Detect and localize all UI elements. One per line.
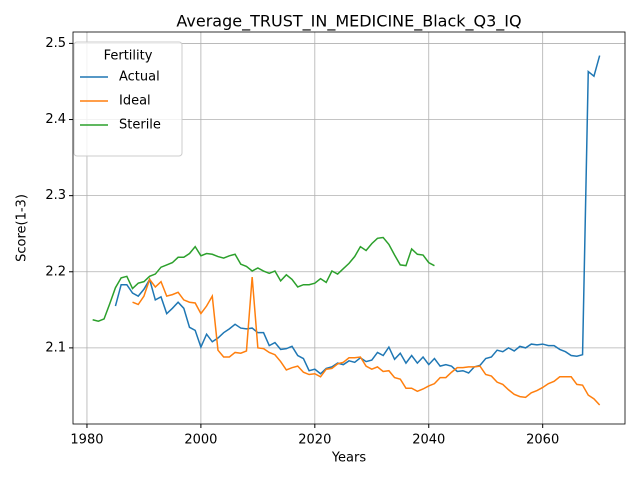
y-tick-label: 2.5 xyxy=(45,36,66,51)
legend-label: Actual xyxy=(119,70,160,85)
legend-box xyxy=(73,41,183,157)
line-series xyxy=(132,277,601,406)
legend-label: Sterile xyxy=(119,118,161,133)
line-series xyxy=(114,55,601,375)
y-tick-label: 2.1 xyxy=(45,340,66,355)
line-series xyxy=(92,236,435,323)
chart-title: Average_TRUST_IN_MEDICINE_Black_Q3_IQ xyxy=(176,12,521,32)
y-tick-label: 2.2 xyxy=(45,264,66,279)
y-tick-label: 2.3 xyxy=(45,188,66,203)
x-tick-label: 2040 xyxy=(412,433,445,448)
legend-title: Fertility xyxy=(104,49,153,64)
plot-frame xyxy=(72,31,626,425)
x-axis-label: Years xyxy=(331,451,367,466)
y-axis-label: Score(1-3) xyxy=(15,194,30,262)
x-tick-label: 2060 xyxy=(526,433,559,448)
x-tick-label: 1980 xyxy=(70,433,103,448)
x-tick-label: 2020 xyxy=(298,433,331,448)
y-tick-label: 2.4 xyxy=(45,112,66,127)
x-tick-label: 2000 xyxy=(184,433,217,448)
legend-label: Ideal xyxy=(119,94,151,109)
